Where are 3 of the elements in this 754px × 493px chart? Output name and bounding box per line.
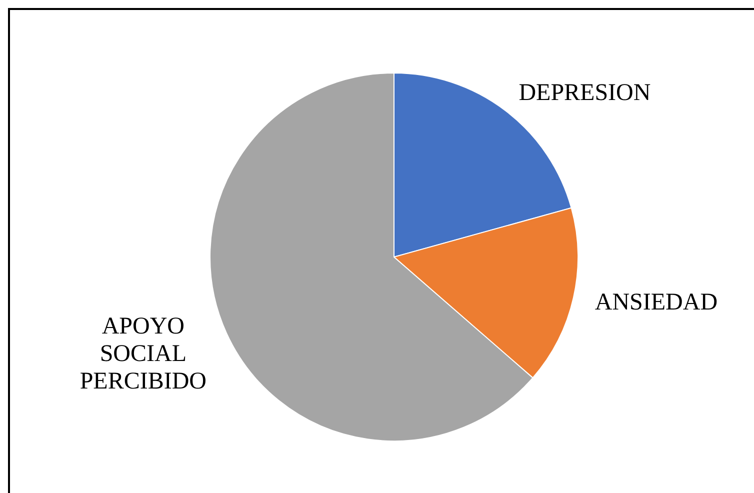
slice-label: ANSIEDAD bbox=[594, 290, 718, 316]
slice-label: APOYO SOCIAL PERCIBIDO bbox=[80, 313, 207, 394]
slice-label: DEPRESION bbox=[518, 80, 651, 106]
